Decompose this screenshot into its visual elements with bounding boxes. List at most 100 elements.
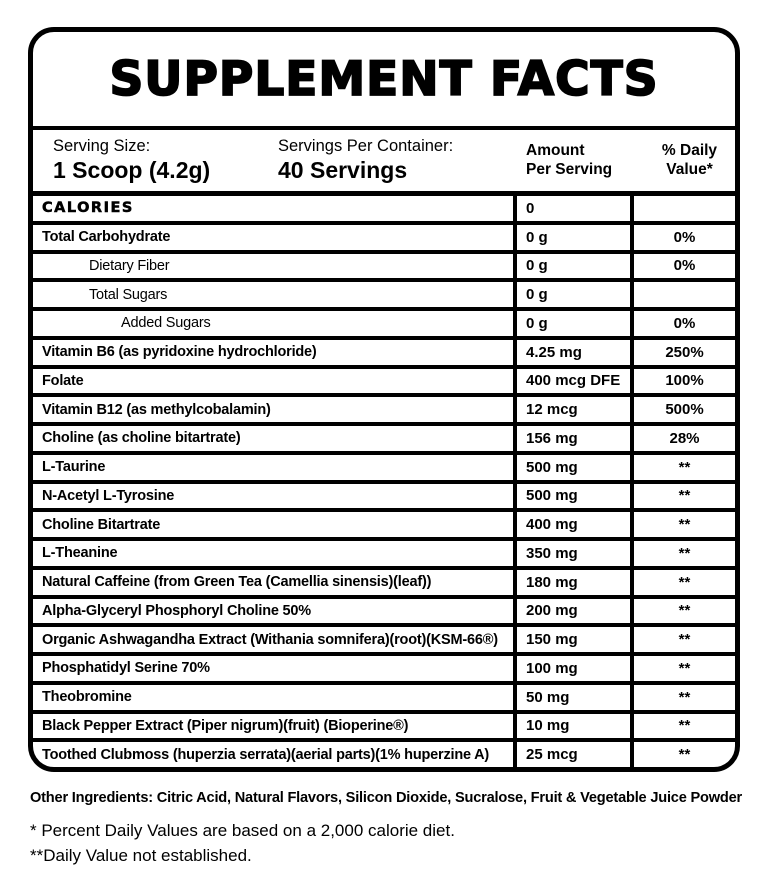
ingredient-name: Folate xyxy=(42,372,84,389)
ingredient-daily-value xyxy=(630,282,735,307)
ingredient-name: Organic Ashwagandha Extract (Withania so… xyxy=(42,631,498,648)
ingredient-amount: 50 mg xyxy=(513,684,630,710)
table-row: Choline Bitartrate 400 mg ** xyxy=(33,512,735,541)
ingredient-amount: 12 mcg xyxy=(513,397,630,422)
ingredient-daily-value: 0% xyxy=(630,224,735,250)
table-row: L-Theanine 350 mg ** xyxy=(33,541,735,570)
ingredient-amount: 0 g xyxy=(513,253,630,279)
table-row: Vitamin B6 (as pyridoxine hydrochloride)… xyxy=(33,339,735,369)
ingredient-amount: 0 xyxy=(513,196,630,221)
ingredient-amount: 400 mg xyxy=(513,512,630,537)
ingredient-daily-value: ** xyxy=(630,713,735,739)
table-row: Natural Caffeine (from Green Tea (Camell… xyxy=(33,569,735,599)
ingredient-amount: 100 mg xyxy=(513,656,630,681)
table-row: Total Carbohydrate 0 g 0% xyxy=(33,224,735,254)
ingredient-amount: 500 mg xyxy=(513,454,630,480)
other-ingredients-label: Other Ingredients: xyxy=(30,790,153,806)
ingredient-name: Theobromine xyxy=(42,689,132,706)
table-row: Choline (as choline bitartrate) 156 mg 28% xyxy=(33,426,735,455)
footnotes: * Percent Daily Values are based on a 2,… xyxy=(30,819,746,868)
nutrition-table: CALORIES 0 Total Carbohydrate 0 g 0% Dietary … xyxy=(33,196,735,767)
ingredient-daily-value: ** xyxy=(630,656,735,681)
table-row: N-Acetyl L-Tyrosine 500 mg ** xyxy=(33,483,735,513)
servings-per-container-block: Servings Per Container: 40 Servings xyxy=(278,137,526,183)
other-ingredients-line: Other Ingredients: Citric Acid, Natural … xyxy=(30,790,746,806)
ingredient-name: Choline (as choline bitartrate) xyxy=(42,430,241,447)
ingredient-name: Dietary Fiber xyxy=(89,257,170,274)
table-row: CALORIES 0 xyxy=(33,196,735,225)
servings-per-container-value: 40 Servings xyxy=(278,157,408,184)
table-row: Black Pepper Extract (Piper nigrum)(frui… xyxy=(33,713,735,743)
serving-size-value: 1 Scoop (4.2g) xyxy=(53,157,211,184)
ingredient-daily-value: ** xyxy=(630,454,735,480)
ingredient-amount: 200 mg xyxy=(513,598,630,624)
ingredient-name: N-Acetyl L-Tyrosine xyxy=(42,487,175,504)
ingredient-amount: 0 g xyxy=(513,311,630,336)
ingredient-daily-value: ** xyxy=(630,512,735,537)
ingredient-name: Vitamin B6 (as pyridoxine hydrochloride) xyxy=(42,344,317,361)
ingredient-name: Choline Bitartrate xyxy=(42,516,161,533)
ingredient-name: L-Taurine xyxy=(42,459,106,476)
ingredient-amount: 25 mcg xyxy=(513,742,630,767)
table-row: Toothed Clubmoss (huperzia serrata)(aeri… xyxy=(33,742,735,767)
ingredient-daily-value xyxy=(630,196,735,221)
table-row: Theobromine 50 mg ** xyxy=(33,684,735,714)
ingredient-amount: 0 g xyxy=(513,282,630,307)
ingredient-daily-value: 100% xyxy=(630,368,735,394)
ingredient-daily-value: ** xyxy=(630,598,735,624)
table-row: L-Taurine 500 mg ** xyxy=(33,454,735,484)
table-row: Folate 400 mcg DFE 100% xyxy=(33,368,735,398)
ingredient-name: Toothed Clubmoss (huperzia serrata)(aeri… xyxy=(42,746,490,763)
ingredient-name: L-Theanine xyxy=(42,545,118,562)
table-row: Organic Ashwagandha Extract (Withania so… xyxy=(33,627,735,656)
label-footer: Other Ingredients: Citric Acid, Natural … xyxy=(30,790,746,868)
ingredient-daily-value: ** xyxy=(630,742,735,767)
ingredient-name: Phosphatidyl Serine 70% xyxy=(42,660,210,677)
footnote-daily-values: * Percent Daily Values are based on a 2,… xyxy=(30,821,455,840)
other-ingredients-value: Citric Acid, Natural Flavors, Silicon Di… xyxy=(156,790,743,806)
ingredient-amount: 0 g xyxy=(513,224,630,250)
table-row: Alpha-Glyceryl Phosphoryl Choline 50% 200… xyxy=(33,598,735,628)
ingredient-name: Vitamin B12 (as methylcobalamin) xyxy=(42,401,271,418)
column-header-percent-daily-value: % Daily Value* xyxy=(661,142,718,178)
ingredient-amount: 4.25 mg xyxy=(513,339,630,365)
table-row: Phosphatidyl Serine 70% 100 mg ** xyxy=(33,656,735,685)
ingredient-amount: 350 mg xyxy=(513,541,630,566)
title-bar: SUPPLEMENT FACTS xyxy=(33,32,735,130)
ingredient-name: CALORIES xyxy=(42,200,134,217)
ingredient-daily-value: ** xyxy=(630,541,735,566)
ingredient-name: Natural Caffeine (from Green Tea (Camell… xyxy=(42,574,432,591)
ingredient-amount: 156 mg xyxy=(513,426,630,451)
footnote-not-established: **Daily Value not established. xyxy=(30,845,252,865)
ingredient-amount: 10 mg xyxy=(513,713,630,739)
ingredient-daily-value: ** xyxy=(630,569,735,595)
ingredient-daily-value: 500% xyxy=(630,397,735,422)
ingredient-daily-value: 28% xyxy=(630,426,735,451)
serving-size-block: Serving Size: 1 Scoop (4.2g) xyxy=(53,137,278,183)
ingredient-amount: 180 mg xyxy=(513,569,630,595)
column-header-amount-per-serving: Amount Per Serving xyxy=(526,142,613,178)
ingredient-name: Black Pepper Extract (Piper nigrum)(frui… xyxy=(42,717,409,734)
ingredient-daily-value: ** xyxy=(630,483,735,509)
ingredient-daily-value: 250% xyxy=(630,339,735,365)
ingredient-daily-value: ** xyxy=(630,627,735,652)
ingredient-daily-value: 0% xyxy=(630,311,735,336)
table-row: Dietary Fiber 0 g 0% xyxy=(33,253,735,283)
ingredient-name: Alpha-Glyceryl Phosphoryl Choline 50% xyxy=(42,602,311,619)
supplement-facts-panel: SUPPLEMENT FACTS Serving Size: 1 Scoop (… xyxy=(28,27,740,772)
ingredient-name: Added Sugars xyxy=(121,315,211,332)
servings-per-container-label: Servings Per Container: xyxy=(278,137,454,156)
table-row: Added Sugars 0 g 0% xyxy=(33,311,735,340)
ingredient-amount: 500 mg xyxy=(513,483,630,509)
table-row: Vitamin B12 (as methylcobalamin) 12 mcg 50… xyxy=(33,397,735,426)
table-row: Total Sugars 0 g xyxy=(33,282,735,311)
ingredient-daily-value: 0% xyxy=(630,253,735,279)
ingredient-amount: 150 mg xyxy=(513,627,630,652)
serving-info-bar: Serving Size: 1 Scoop (4.2g) Servings Pe… xyxy=(33,130,735,196)
serving-size-label: Serving Size: xyxy=(53,137,151,156)
page-title: SUPPLEMENT FACTS xyxy=(109,51,659,108)
ingredient-name: Total Sugars xyxy=(89,286,168,303)
ingredient-daily-value: ** xyxy=(630,684,735,710)
ingredient-name: Total Carbohydrate xyxy=(42,229,171,246)
